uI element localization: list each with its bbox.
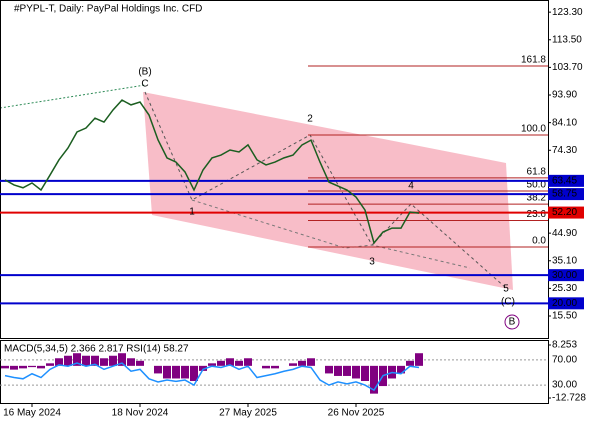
macd-bar bbox=[127, 358, 135, 366]
macd-bar bbox=[28, 365, 36, 368]
macd-bar bbox=[307, 358, 315, 366]
macd-bar bbox=[1, 365, 9, 369]
macd-bar bbox=[352, 365, 360, 379]
level-tag bbox=[548, 188, 584, 201]
y-tick-label: 35.10 bbox=[552, 255, 577, 266]
wave-guide bbox=[191, 199, 471, 269]
x-tick-label: 16 May 2024 bbox=[3, 408, 61, 419]
macd-bar bbox=[370, 365, 378, 394]
level-label: 20.00 bbox=[552, 298, 577, 309]
macd-bar bbox=[100, 358, 108, 366]
macd-bar bbox=[109, 355, 117, 366]
macd-bar bbox=[55, 358, 63, 366]
macd-bar bbox=[154, 365, 162, 374]
price-line bbox=[4, 99, 420, 245]
y-tick-label: 74.30 bbox=[552, 145, 577, 156]
macd-bar bbox=[271, 365, 279, 369]
macd-bar bbox=[46, 363, 54, 366]
rsi-level-label: 30.00 bbox=[552, 380, 577, 391]
macd-bar bbox=[244, 358, 252, 366]
level-label: 58.75 bbox=[552, 189, 577, 200]
macd-bar bbox=[37, 365, 45, 369]
chart-title: #PYPL-T, Daily: PayPal Holdings Inc. CFD bbox=[14, 4, 202, 15]
macd-bar bbox=[361, 365, 369, 382]
y-tick-label: 93.90 bbox=[552, 90, 577, 101]
macd-bar bbox=[262, 365, 270, 369]
rsi-level-label: 70.00 bbox=[552, 355, 577, 366]
macd-bar bbox=[199, 365, 207, 371]
y-tick-label: 113.50 bbox=[552, 34, 582, 45]
macd-bar bbox=[343, 365, 351, 376]
macd-bar bbox=[19, 365, 27, 369]
macd-bar bbox=[334, 365, 342, 376]
fib-label: 61.8 bbox=[527, 167, 547, 178]
macd-bar bbox=[82, 355, 90, 366]
x-tick-label: 27 May 2025 bbox=[219, 408, 277, 419]
y-tick-label: 44.90 bbox=[552, 228, 577, 239]
macd-bar bbox=[415, 353, 423, 366]
wave-label: 1 bbox=[189, 207, 195, 218]
macd-bar bbox=[190, 365, 198, 382]
rsi-line bbox=[4, 362, 420, 392]
macd-bar bbox=[325, 365, 333, 374]
y-tick-label: 25.30 bbox=[552, 283, 577, 294]
macd-bar bbox=[397, 365, 405, 374]
wave-label: (C) bbox=[501, 297, 515, 308]
macd-bar bbox=[181, 365, 189, 379]
y-tick-label: 84.10 bbox=[552, 117, 577, 128]
macd-bar bbox=[235, 360, 243, 366]
level-tag bbox=[548, 269, 584, 282]
fib-label: 38.2 bbox=[527, 193, 547, 204]
macd-bar bbox=[10, 365, 18, 370]
x-tick-label: 18 Nov 2024 bbox=[112, 408, 169, 419]
wave-label: 4 bbox=[408, 181, 414, 192]
indicator-title: MACD(5,34,5) 2.366 2.817 RSI(14) 58.27 bbox=[4, 344, 189, 355]
wave-label: (B) bbox=[138, 67, 151, 78]
macd-bar bbox=[226, 358, 234, 366]
level-label: 63.45 bbox=[552, 175, 577, 186]
wave-label: 5 bbox=[503, 284, 509, 295]
wave-label: 3 bbox=[369, 257, 375, 268]
fib-label: 23.6 bbox=[527, 209, 547, 220]
fib-label: 50.0 bbox=[527, 180, 547, 191]
fib-label: 161.8 bbox=[521, 55, 546, 66]
indicator-frame bbox=[0, 340, 549, 404]
macd-bar bbox=[406, 360, 414, 366]
level-tag bbox=[548, 174, 584, 187]
fib-label: 0.0 bbox=[532, 236, 546, 247]
y-tick-label: 15.50 bbox=[552, 311, 577, 322]
macd-bar bbox=[298, 360, 306, 366]
macd-bar bbox=[64, 355, 72, 366]
level-tag bbox=[548, 206, 584, 219]
fib-label: 100.0 bbox=[521, 124, 546, 135]
wave-circle bbox=[504, 314, 520, 330]
macd-bar bbox=[136, 360, 144, 366]
macd-bar bbox=[208, 363, 216, 366]
level-tag bbox=[548, 297, 584, 310]
macd-bar bbox=[172, 365, 180, 379]
macd-bar bbox=[163, 365, 171, 379]
y-tick-label: 103.70 bbox=[552, 62, 583, 73]
level-label: 30.00 bbox=[552, 270, 577, 281]
wave-label: B bbox=[509, 317, 516, 328]
macd-bar bbox=[217, 360, 225, 366]
macd-tick-label: -12.728 bbox=[552, 393, 586, 404]
macd-bar bbox=[118, 353, 126, 366]
macd-bar bbox=[289, 363, 297, 366]
macd-bar bbox=[91, 355, 99, 366]
wave-label: 2 bbox=[307, 114, 313, 125]
y-tick-label: 123.30 bbox=[552, 7, 583, 18]
level-label: 52.20 bbox=[552, 207, 577, 218]
macd-tick-label: 8.253 bbox=[552, 340, 577, 351]
plot-frame bbox=[0, 0, 549, 339]
trend-line bbox=[0, 84, 146, 109]
wave-path bbox=[144, 91, 507, 289]
macd-bar bbox=[73, 353, 81, 366]
wave-label: C bbox=[141, 79, 148, 90]
x-tick-label: 26 Nov 2025 bbox=[328, 408, 385, 419]
